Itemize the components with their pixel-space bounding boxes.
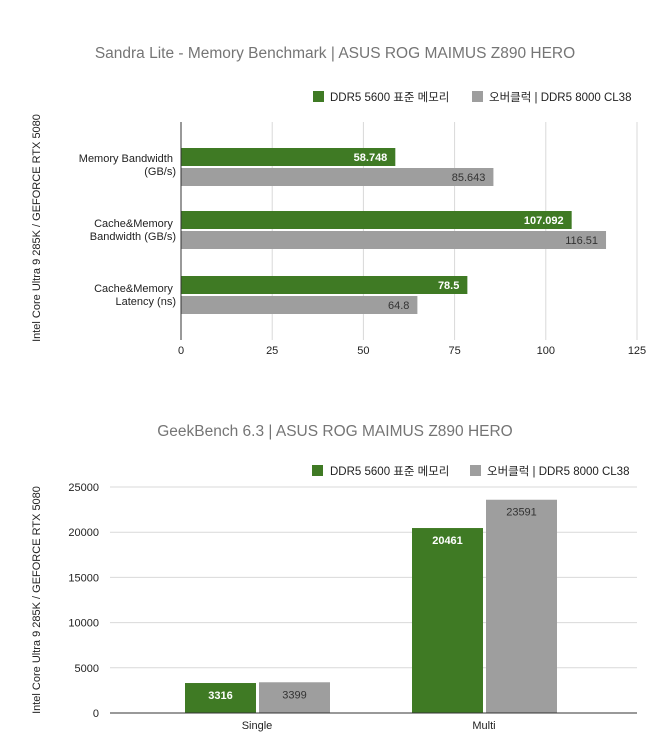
chart2-bar-s1-c0 <box>259 682 330 713</box>
chart2-y-tick-label: 15000 <box>68 572 99 584</box>
chart2-bar-s0-c1 <box>412 528 483 713</box>
chart1-bar-s1-c0 <box>181 168 494 186</box>
chart1-data-label-s0-c2: 78.5 <box>438 280 459 292</box>
chart1-bar-s1-c1 <box>181 231 607 249</box>
chart2-legend-swatch-0 <box>312 465 323 476</box>
chart1-legend-swatch-1 <box>472 91 483 102</box>
chart2-category-1: Multi <box>472 720 495 732</box>
chart2-bars: 3316 20461 3399 23591 <box>185 499 557 713</box>
chart1-category-0: Memory Bandwidth (GB/s) <box>79 153 176 178</box>
chart2-y-tick-label: 20000 <box>68 527 99 539</box>
chart2-y-tick-label: 5000 <box>75 663 99 675</box>
chart1-legend: DDR5 5600 표준 메모리 오버클럭 | DDR5 8000 CL38 <box>313 91 631 104</box>
chart1-x-tick-label: 75 <box>448 345 460 357</box>
chart2-title: GeekBench 6.3 | ASUS ROG MAIMUS Z890 HER… <box>157 423 513 440</box>
chart1-data-label-s1-c1: 116.51 <box>565 235 598 247</box>
chart1-x-tick-label: 100 <box>537 345 555 357</box>
geekbench-chart: GeekBench 6.3 | ASUS ROG MAIMUS Z890 HER… <box>31 423 637 732</box>
chart1-data-label-s0-c0: 58.748 <box>354 152 388 164</box>
chart1-category-1: Cache&Memory Bandwidth (GB/s) <box>90 218 176 243</box>
chart1-y-axis-label: Intel Core Ultra 9 285K / GEFORCE RTX 50… <box>31 114 43 342</box>
chart1-bar-s0-c1 <box>181 211 572 229</box>
chart2-bar-s0-c0 <box>185 683 256 713</box>
chart1-bar-s0-c0 <box>181 148 396 166</box>
chart2-data-label-s0-c1: 20461 <box>432 535 463 547</box>
chart1-x-tick-label: 25 <box>266 345 278 357</box>
chart1-category-2: Cache&Memory Latency (ns) <box>94 283 176 308</box>
chart2-bar-s1-c1 <box>486 499 557 713</box>
chart1-bars: 58.748 107.092 78.5 85.643 116.51 64.8 <box>181 148 607 314</box>
chart1-x-tick-labels: 0 25 50 75 100 125 <box>178 345 646 357</box>
chart2-data-label-s1-c1: 23591 <box>506 507 537 519</box>
chart1-legend-swatch-0 <box>313 91 324 102</box>
chart1-category-0-line1: Memory Bandwidth <box>79 153 173 165</box>
chart1-category-1-line1: Cache&Memory <box>94 218 173 230</box>
chart1-bar-s1-c2 <box>181 296 418 314</box>
chart2-legend-label-1: 오버클럭 | DDR5 8000 CL38 <box>487 465 629 478</box>
chart1-legend-label-1: 오버클럭 | DDR5 8000 CL38 <box>489 91 631 104</box>
chart2-y-tick-label: 0 <box>93 708 99 720</box>
chart1-category-2-line1: Cache&Memory <box>94 283 173 295</box>
chart1-title: Sandra Lite - Memory Benchmark | ASUS RO… <box>95 45 575 62</box>
chart1-category-1-line2: Bandwidth (GB/s) <box>90 231 176 243</box>
chart2-legend-swatch-1 <box>470 465 481 476</box>
chart1-category-labels: Memory Bandwidth (GB/s) Cache&Memory Ban… <box>79 153 176 308</box>
chart1-category-0-line2: (GB/s) <box>144 166 176 178</box>
chart2-gridlines <box>110 486 637 669</box>
chart1-x-tick-label: 50 <box>357 345 369 357</box>
chart1-data-label-s1-c2: 64.8 <box>388 300 409 312</box>
chart1-legend-label-0: DDR5 5600 표준 메모리 <box>330 91 449 104</box>
chart1-x-tick-label: 0 <box>178 345 184 357</box>
chart2-category-0: Single <box>242 720 273 732</box>
chart2-data-label-s0-c0: 3316 <box>208 690 232 702</box>
chart2-y-tick-label: 10000 <box>68 618 99 630</box>
chart2-legend: DDR5 5600 표준 메모리 오버클럭 | DDR5 8000 CL38 <box>312 465 629 478</box>
chart2-y-tick-label: 25000 <box>68 482 99 494</box>
chart2-category-labels: Single Multi <box>242 720 496 732</box>
chart2-data-label-s1-c0: 3399 <box>282 689 306 701</box>
chart1-x-tick-label: 125 <box>628 345 646 357</box>
chart1-data-label-s1-c0: 85.643 <box>452 172 486 184</box>
chart1-data-label-s0-c1: 107.092 <box>524 215 564 227</box>
chart2-y-tick-labels: 0 5000 10000 15000 20000 25000 <box>68 482 99 720</box>
chart2-y-axis-label: Intel Core Ultra 9 285K / GEFORCE RTX 50… <box>31 486 43 714</box>
chart2-legend-label-0: DDR5 5600 표준 메모리 <box>330 465 449 478</box>
chart1-category-2-line2: Latency (ns) <box>115 296 176 308</box>
chart1-bar-s0-c2 <box>181 276 468 294</box>
sandra-memory-benchmark-chart: Sandra Lite - Memory Benchmark | ASUS RO… <box>31 45 646 357</box>
